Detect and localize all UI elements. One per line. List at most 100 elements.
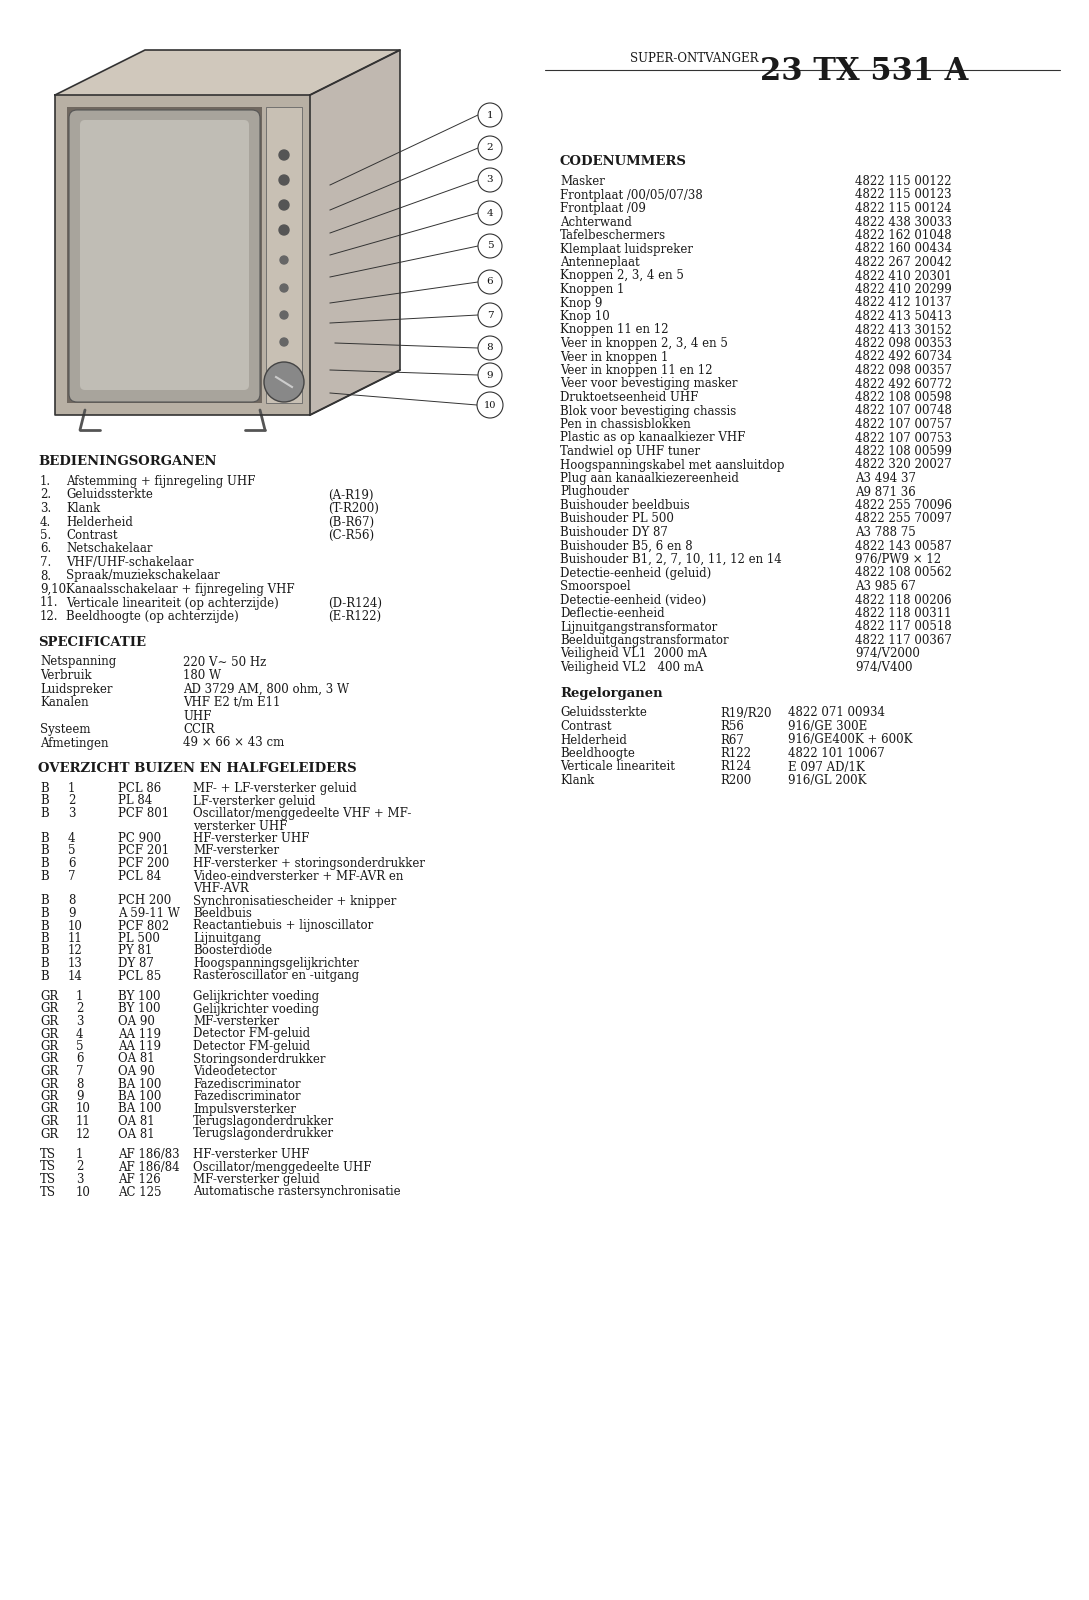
Text: 4822 320 20027: 4822 320 20027: [855, 459, 952, 472]
Circle shape: [264, 362, 304, 402]
Text: OA 90: OA 90: [118, 1066, 155, 1078]
Text: HF-versterker + storingsonderdrukker: HF-versterker + storingsonderdrukker: [193, 858, 425, 870]
Text: 4822 413 30152: 4822 413 30152: [855, 323, 952, 336]
Text: GR: GR: [40, 990, 58, 1003]
Text: UHF: UHF: [183, 709, 211, 723]
Text: 4822 098 00357: 4822 098 00357: [855, 365, 952, 378]
Circle shape: [280, 285, 287, 291]
Text: Terugslagonderdrukker: Terugslagonderdrukker: [193, 1115, 334, 1128]
Polygon shape: [56, 94, 310, 414]
Text: Veer in knoppen 2, 3, 4 en 5: Veer in knoppen 2, 3, 4 en 5: [560, 338, 727, 350]
Text: SPECIFICATIE: SPECIFICATIE: [38, 635, 146, 648]
Text: 10: 10: [76, 1102, 90, 1115]
Text: 5: 5: [68, 845, 75, 858]
Text: B: B: [40, 858, 49, 870]
Text: Beeldhoogte (op achterzijde): Beeldhoogte (op achterzijde): [66, 610, 238, 622]
Text: Klank: Klank: [66, 502, 100, 515]
Text: B: B: [40, 869, 49, 883]
Text: R124: R124: [720, 760, 751, 773]
Text: 916/GL 200K: 916/GL 200K: [788, 774, 867, 787]
Text: (T-R200): (T-R200): [328, 502, 379, 515]
Text: TS: TS: [40, 1186, 56, 1198]
Text: BA 100: BA 100: [118, 1077, 161, 1091]
Text: R56: R56: [720, 720, 744, 733]
Text: 7.: 7.: [40, 557, 51, 570]
Text: Masker: Masker: [560, 174, 604, 187]
Text: Contrast: Contrast: [560, 720, 612, 733]
Polygon shape: [56, 50, 400, 94]
Text: Detector FM-geluid: Detector FM-geluid: [193, 1027, 310, 1040]
Text: MF- + LF-versterker geluid: MF- + LF-versterker geluid: [193, 782, 357, 795]
Text: 4822 118 00311: 4822 118 00311: [855, 606, 952, 619]
Text: 11.: 11.: [40, 597, 59, 610]
Text: 916/GE 300E: 916/GE 300E: [788, 720, 867, 733]
Text: 1: 1: [487, 110, 493, 120]
Text: Oscillator/menggedeelte UHF: Oscillator/menggedeelte UHF: [193, 1160, 371, 1173]
Text: 4822 412 10137: 4822 412 10137: [855, 296, 952, 309]
Text: HF-versterker UHF: HF-versterker UHF: [193, 832, 309, 845]
Text: 8: 8: [76, 1077, 84, 1091]
Text: 4822 115 00122: 4822 115 00122: [855, 174, 952, 187]
Text: 4822 492 60772: 4822 492 60772: [855, 378, 952, 390]
Text: Automatische rastersynchronisatie: Automatische rastersynchronisatie: [193, 1186, 401, 1198]
Text: Systeem: Systeem: [40, 723, 90, 736]
Text: Afstemming + fijnregeling UHF: Afstemming + fijnregeling UHF: [66, 475, 256, 488]
FancyBboxPatch shape: [79, 120, 249, 390]
Text: Spraak/muziekschakelaar: Spraak/muziekschakelaar: [66, 570, 220, 582]
Text: 3: 3: [487, 176, 493, 184]
Text: (E-R122): (E-R122): [328, 610, 381, 622]
Circle shape: [478, 202, 502, 226]
Text: Geluidssterkte: Geluidssterkte: [66, 488, 152, 501]
Text: PCF 802: PCF 802: [118, 920, 169, 933]
Text: GR: GR: [40, 1027, 58, 1040]
Text: PCL 84: PCL 84: [118, 869, 161, 883]
Text: 9: 9: [487, 371, 493, 379]
Text: A9 871 36: A9 871 36: [855, 485, 916, 499]
Text: Deflectie-eenheid: Deflectie-eenheid: [560, 606, 664, 619]
Text: PL 500: PL 500: [118, 931, 160, 946]
Text: 10: 10: [76, 1186, 90, 1198]
Text: 5: 5: [76, 1040, 84, 1053]
Text: B: B: [40, 832, 49, 845]
Text: PCF 201: PCF 201: [118, 845, 169, 858]
Circle shape: [279, 200, 289, 210]
Text: Tandwiel op UHF tuner: Tandwiel op UHF tuner: [560, 445, 700, 458]
Text: Helderheid: Helderheid: [66, 515, 133, 528]
Text: OA 81: OA 81: [118, 1115, 155, 1128]
Text: 4.: 4.: [40, 515, 51, 528]
Text: 4822 117 00367: 4822 117 00367: [855, 634, 952, 646]
Text: 4822 255 70097: 4822 255 70097: [855, 512, 952, 525]
Text: R19/R20: R19/R20: [720, 707, 771, 720]
Text: B: B: [40, 806, 49, 819]
Text: 8: 8: [487, 344, 493, 352]
Text: 916/GE400K + 600K: 916/GE400K + 600K: [788, 733, 913, 747]
Text: Synchronisatiescheider + knipper: Synchronisatiescheider + knipper: [193, 894, 396, 907]
Circle shape: [478, 136, 502, 160]
Text: BY 100: BY 100: [118, 1003, 160, 1016]
Circle shape: [478, 270, 502, 294]
Text: B: B: [40, 944, 49, 957]
Text: GR: GR: [40, 1003, 58, 1016]
Text: 974/V400: 974/V400: [855, 661, 913, 674]
Text: Blok voor bevestiging chassis: Blok voor bevestiging chassis: [560, 405, 736, 418]
Text: Detectie-eenheid (video): Detectie-eenheid (video): [560, 594, 707, 606]
Text: 4822 143 00587: 4822 143 00587: [855, 539, 952, 552]
Text: 7: 7: [68, 869, 75, 883]
Text: Oscillator/menggedeelte VHF + MF-: Oscillator/menggedeelte VHF + MF-: [193, 806, 412, 819]
Text: Beeldbuis: Beeldbuis: [193, 907, 252, 920]
Text: B: B: [40, 845, 49, 858]
Text: CODENUMMERS: CODENUMMERS: [560, 155, 687, 168]
Text: E 097 AD/1K: E 097 AD/1K: [788, 760, 865, 773]
Text: 1.: 1.: [40, 475, 51, 488]
Text: Fazediscriminator: Fazediscriminator: [193, 1090, 301, 1102]
Text: Kanalen: Kanalen: [40, 696, 88, 709]
Text: Regelorganen: Regelorganen: [560, 686, 662, 699]
Text: CCIR: CCIR: [183, 723, 215, 736]
Text: Buishouder PL 500: Buishouder PL 500: [560, 512, 674, 525]
Text: Impulsversterker: Impulsversterker: [193, 1102, 296, 1115]
Text: BA 100: BA 100: [118, 1102, 161, 1115]
Text: B: B: [40, 894, 49, 907]
Circle shape: [279, 174, 289, 186]
Text: (A-R19): (A-R19): [328, 488, 374, 501]
Text: PCF 200: PCF 200: [118, 858, 169, 870]
